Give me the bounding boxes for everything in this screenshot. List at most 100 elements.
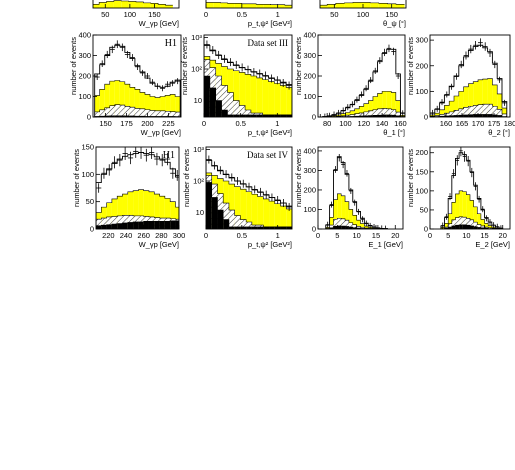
histogram-bar-yellow bbox=[484, 223, 489, 229]
histogram-bar-yellow bbox=[482, 79, 488, 117]
histogram-contour-hatch bbox=[440, 216, 503, 229]
histogram-bar-black bbox=[372, 115, 378, 117]
histogram-bar-yellow bbox=[473, 206, 478, 229]
panel-plot-area bbox=[204, 40, 292, 117]
histogram-bar-hatch bbox=[139, 108, 145, 117]
histogram-bar-black bbox=[154, 221, 160, 229]
histogram-bar-black bbox=[345, 226, 349, 229]
panel-plot-area bbox=[430, 38, 508, 117]
histogram-bar-yellow bbox=[350, 110, 355, 117]
histogram-bar-yellow bbox=[175, 207, 179, 229]
histogram-bar-black bbox=[448, 227, 452, 229]
histogram-bar-yellow bbox=[170, 94, 176, 117]
histogram-bar-hatch bbox=[348, 222, 353, 229]
x-tick-label: 15 bbox=[480, 231, 488, 240]
histogram-bar-yellow bbox=[241, 3, 249, 8]
x-tick-label: 15 bbox=[372, 231, 380, 240]
histogram-bar-yellow bbox=[227, 3, 235, 8]
histogram-bar-hatch bbox=[470, 219, 474, 229]
histogram-bar-black bbox=[223, 219, 229, 229]
histogram-bar-hatch bbox=[455, 217, 460, 229]
histogram-bar-yellow bbox=[286, 87, 292, 117]
histogram-bar-hatch bbox=[134, 108, 140, 117]
histogram-bar-yellow bbox=[165, 5, 173, 8]
y-tick-label: 50 bbox=[420, 205, 428, 214]
histogram-bar-yellow bbox=[470, 200, 474, 229]
histogram-bar-yellow bbox=[104, 84, 110, 117]
histogram-bar-yellow bbox=[109, 81, 115, 117]
x-tick-label: 1 bbox=[275, 119, 279, 128]
histogram-bar-yellow bbox=[356, 220, 361, 229]
histogram-bar-yellow bbox=[113, 0, 122, 8]
histogram-bar-hatch bbox=[149, 110, 156, 117]
x-tick-label: 0.5 bbox=[237, 231, 247, 240]
histogram-bar-hatch bbox=[449, 111, 454, 117]
histogram-bar-hatch bbox=[463, 107, 469, 117]
histogram-bar-hatch bbox=[462, 217, 467, 229]
y-tick-label: 10² bbox=[193, 177, 204, 186]
histogram-bar-hatch bbox=[119, 105, 125, 117]
x-tick-label: 50 bbox=[101, 10, 109, 19]
histogram-bar-yellow bbox=[240, 189, 247, 229]
histogram-bar-yellow bbox=[466, 194, 470, 229]
x-tick-label: 0 bbox=[428, 231, 432, 240]
histogram-bar-yellow bbox=[160, 96, 166, 117]
histogram-bar-yellow bbox=[99, 89, 105, 117]
x-tick-label: 20 bbox=[391, 231, 399, 240]
histogram-bar-yellow bbox=[263, 4, 271, 8]
histogram-bar-black bbox=[111, 224, 118, 229]
x-tick-label: 0.5 bbox=[237, 10, 247, 19]
histogram-bar-black bbox=[175, 220, 179, 229]
histogram-bar-black bbox=[478, 114, 483, 117]
histogram-bar-black bbox=[211, 197, 218, 229]
y-tick-label: 200 bbox=[415, 61, 428, 70]
y-tick-label: 150 bbox=[81, 143, 94, 152]
x-tick-label: 200 bbox=[141, 119, 154, 128]
histogram-bar-yellow bbox=[136, 1, 144, 8]
histogram-bar-black bbox=[269, 226, 275, 229]
histogram-bar-yellow bbox=[502, 108, 507, 117]
histogram-bar-hatch bbox=[160, 110, 166, 117]
histogram-bar-black bbox=[454, 115, 459, 117]
x-tick-label: 150 bbox=[385, 10, 398, 19]
histogram-bar-black bbox=[256, 114, 263, 117]
histogram-bar-yellow bbox=[459, 190, 463, 229]
histogram-bar-yellow bbox=[94, 95, 100, 117]
histogram-bar-hatch bbox=[439, 114, 445, 117]
histogram-bar-yellow bbox=[329, 217, 334, 229]
panel-frame bbox=[205, 0, 293, 9]
histogram-bar-black bbox=[122, 222, 128, 229]
histogram-bar-hatch bbox=[382, 108, 387, 117]
histogram-bar-hatch bbox=[359, 112, 364, 117]
histogram-bar-hatch bbox=[502, 113, 507, 117]
histogram-bar-yellow bbox=[340, 113, 346, 117]
histogram-bar-hatch bbox=[345, 115, 351, 117]
y-tick-label: 10 bbox=[196, 208, 204, 217]
histogram-bar-hatch bbox=[111, 216, 118, 229]
histogram-bar-hatch bbox=[227, 92, 234, 117]
histogram-bar-yellow bbox=[148, 191, 155, 229]
histogram-bar-hatch bbox=[444, 113, 450, 117]
histogram-bar-black bbox=[228, 226, 235, 229]
histogram-bar-yellow bbox=[492, 84, 498, 117]
histogram-bar-black bbox=[286, 226, 292, 229]
histogram-bar-hatch bbox=[122, 215, 128, 229]
x-tick-label: 0.5 bbox=[235, 119, 245, 128]
y-axis-label: number of events bbox=[406, 149, 415, 207]
histogram-bar-hatch bbox=[391, 109, 396, 117]
histogram-bar-yellow bbox=[395, 4, 405, 8]
histogram-bar-hatch bbox=[350, 114, 355, 117]
histogram-bar-black bbox=[473, 114, 478, 117]
histogram-bar-yellow bbox=[119, 81, 125, 117]
histogram-bar-hatch bbox=[473, 222, 478, 229]
histogram-bar-hatch bbox=[386, 108, 392, 117]
histogram-bar-yellow bbox=[170, 201, 176, 229]
histogram-bar-yellow bbox=[124, 84, 130, 117]
x-tick-label: 300 bbox=[173, 231, 186, 240]
histogram-bar-yellow bbox=[274, 83, 281, 117]
histogram-bar-hatch bbox=[245, 110, 251, 117]
histogram-bar-yellow bbox=[149, 96, 156, 117]
histogram-bar-yellow bbox=[497, 93, 502, 117]
